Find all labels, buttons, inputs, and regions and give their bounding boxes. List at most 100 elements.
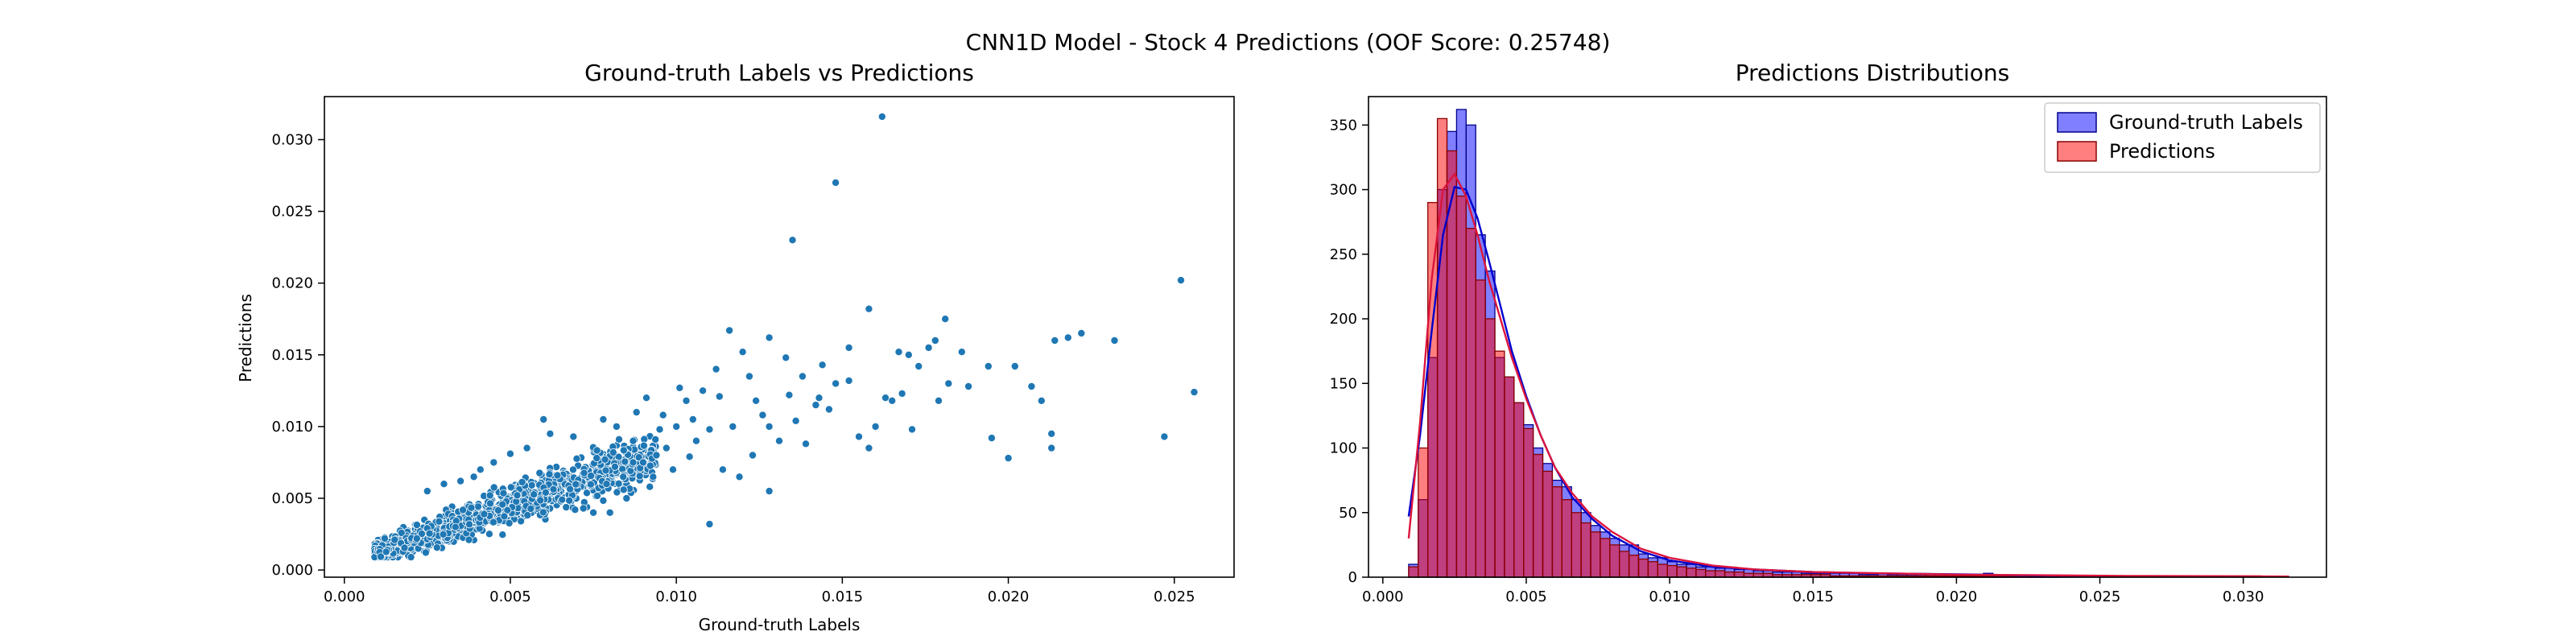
scatter-point bbox=[649, 473, 658, 481]
scatter-y-tick-label: 0.025 bbox=[271, 204, 313, 221]
scatter-y-tick-label: 0.020 bbox=[271, 275, 313, 292]
scatter-point bbox=[898, 389, 906, 398]
scatter-point bbox=[380, 534, 389, 543]
scatter-point bbox=[688, 415, 697, 424]
scatter-point bbox=[738, 348, 747, 357]
scatter-point bbox=[904, 350, 913, 359]
scatter-point bbox=[1110, 336, 1119, 345]
scatter-point bbox=[1160, 432, 1169, 441]
scatter-point bbox=[638, 458, 647, 467]
scatter-point bbox=[439, 530, 448, 539]
scatter-x-tick-label: 0.005 bbox=[489, 588, 531, 605]
hist-x-tick-label: 0.005 bbox=[1505, 588, 1547, 605]
scatter-point bbox=[672, 422, 681, 431]
scatter-point bbox=[1047, 429, 1056, 438]
scatter-point bbox=[652, 451, 661, 460]
scatter-point bbox=[530, 490, 539, 499]
scatter-point bbox=[536, 496, 545, 505]
scatter-point bbox=[691, 436, 700, 445]
scatter-point bbox=[464, 535, 473, 544]
scatter-y-tick-label: 0.010 bbox=[271, 419, 313, 436]
scatter-point bbox=[562, 503, 571, 512]
hist-bar-predictions bbox=[1705, 570, 1716, 578]
scatter-point bbox=[865, 444, 873, 452]
scatter-point bbox=[935, 396, 943, 405]
scatter-point bbox=[629, 458, 638, 467]
scatter-point bbox=[749, 451, 758, 460]
hist-x-tick-label: 0.010 bbox=[1649, 588, 1690, 605]
scatter-point bbox=[539, 508, 547, 517]
scatter-point bbox=[871, 422, 880, 431]
scatter-point bbox=[788, 236, 797, 245]
scatter-point bbox=[499, 489, 508, 497]
scatter-point bbox=[662, 444, 671, 452]
scatter-point bbox=[390, 535, 399, 544]
hist-bar-predictions bbox=[1724, 571, 1736, 578]
scatter-point bbox=[705, 425, 714, 434]
hist-y-tick-label: 350 bbox=[1330, 117, 1357, 134]
hist-bar-predictions bbox=[1418, 447, 1429, 578]
scatter-point bbox=[407, 553, 415, 562]
scatter-point bbox=[376, 552, 385, 561]
hist-bar-predictions bbox=[1561, 499, 1572, 578]
scatter-point bbox=[984, 361, 993, 370]
scatter-point bbox=[498, 500, 507, 509]
scatter-point bbox=[610, 462, 619, 471]
scatter-point bbox=[924, 343, 933, 352]
scatter-point bbox=[931, 336, 939, 345]
scatter-point bbox=[485, 530, 493, 539]
scatter-point bbox=[612, 422, 621, 431]
scatter-point bbox=[486, 499, 495, 508]
scatter-x-tick-label: 0.010 bbox=[655, 588, 697, 605]
scatter-point bbox=[651, 435, 660, 444]
scatter-title: Ground-truth Labels vs Predictions bbox=[584, 60, 974, 86]
hist-bar-predictions bbox=[1542, 470, 1554, 578]
hist-bar-predictions bbox=[1408, 566, 1419, 578]
scatter-point bbox=[572, 454, 581, 463]
scatter-point bbox=[844, 343, 853, 352]
scatter-point bbox=[440, 480, 448, 489]
kde-lines bbox=[1407, 172, 2289, 578]
scatter-point bbox=[622, 494, 631, 503]
scatter-point bbox=[432, 543, 441, 552]
scatter-xlabel: Ground-truth Labels bbox=[699, 615, 861, 634]
scatter-point bbox=[589, 508, 598, 517]
scatter-point bbox=[549, 485, 558, 493]
scatter-point bbox=[572, 480, 580, 489]
scatter-point bbox=[435, 517, 444, 526]
hist-bar-predictions bbox=[1715, 570, 1726, 578]
scatter-point bbox=[513, 491, 522, 500]
scatter-point bbox=[729, 422, 737, 431]
scatter-point bbox=[518, 477, 526, 486]
scatter-point bbox=[522, 444, 531, 452]
scatter-point bbox=[712, 365, 720, 374]
scatter-point bbox=[613, 488, 621, 497]
scatter-point bbox=[832, 178, 840, 187]
hist-title: Predictions Distributions bbox=[1736, 60, 2010, 86]
hist-bar-predictions bbox=[1647, 561, 1658, 578]
histogram-bars bbox=[1408, 109, 2262, 578]
scatter-point bbox=[646, 482, 654, 491]
scatter-point bbox=[498, 530, 507, 539]
scatter-point bbox=[735, 473, 744, 481]
figure-suptitle: CNN1D Model - Stock 4 Predictions (OOF S… bbox=[966, 29, 1611, 56]
scatter-point bbox=[583, 489, 592, 497]
scatter-point bbox=[824, 405, 833, 414]
scatter-point bbox=[539, 415, 548, 424]
scatter-plot-frame bbox=[324, 96, 1235, 578]
histogram-plot: Predictions Distributions 0.000 0.005 0.01… bbox=[1330, 60, 2327, 605]
scatter-x-tick-label: 0.020 bbox=[988, 588, 1030, 605]
scatter-point bbox=[599, 415, 608, 424]
scatter-point bbox=[485, 491, 494, 500]
scatter-point bbox=[957, 348, 966, 357]
scatter-y-tick-label: 0.015 bbox=[271, 347, 313, 364]
scatter-point bbox=[718, 465, 727, 474]
hist-bar-predictions bbox=[1733, 571, 1745, 578]
hist-bar-predictions bbox=[1590, 531, 1601, 578]
hist-bar-predictions bbox=[1600, 538, 1611, 578]
scatter-point bbox=[765, 487, 774, 496]
hist-bar-predictions bbox=[1465, 228, 1476, 578]
scatter-point bbox=[715, 392, 724, 401]
scatter-point bbox=[571, 506, 580, 514]
scatter-point bbox=[914, 361, 923, 370]
